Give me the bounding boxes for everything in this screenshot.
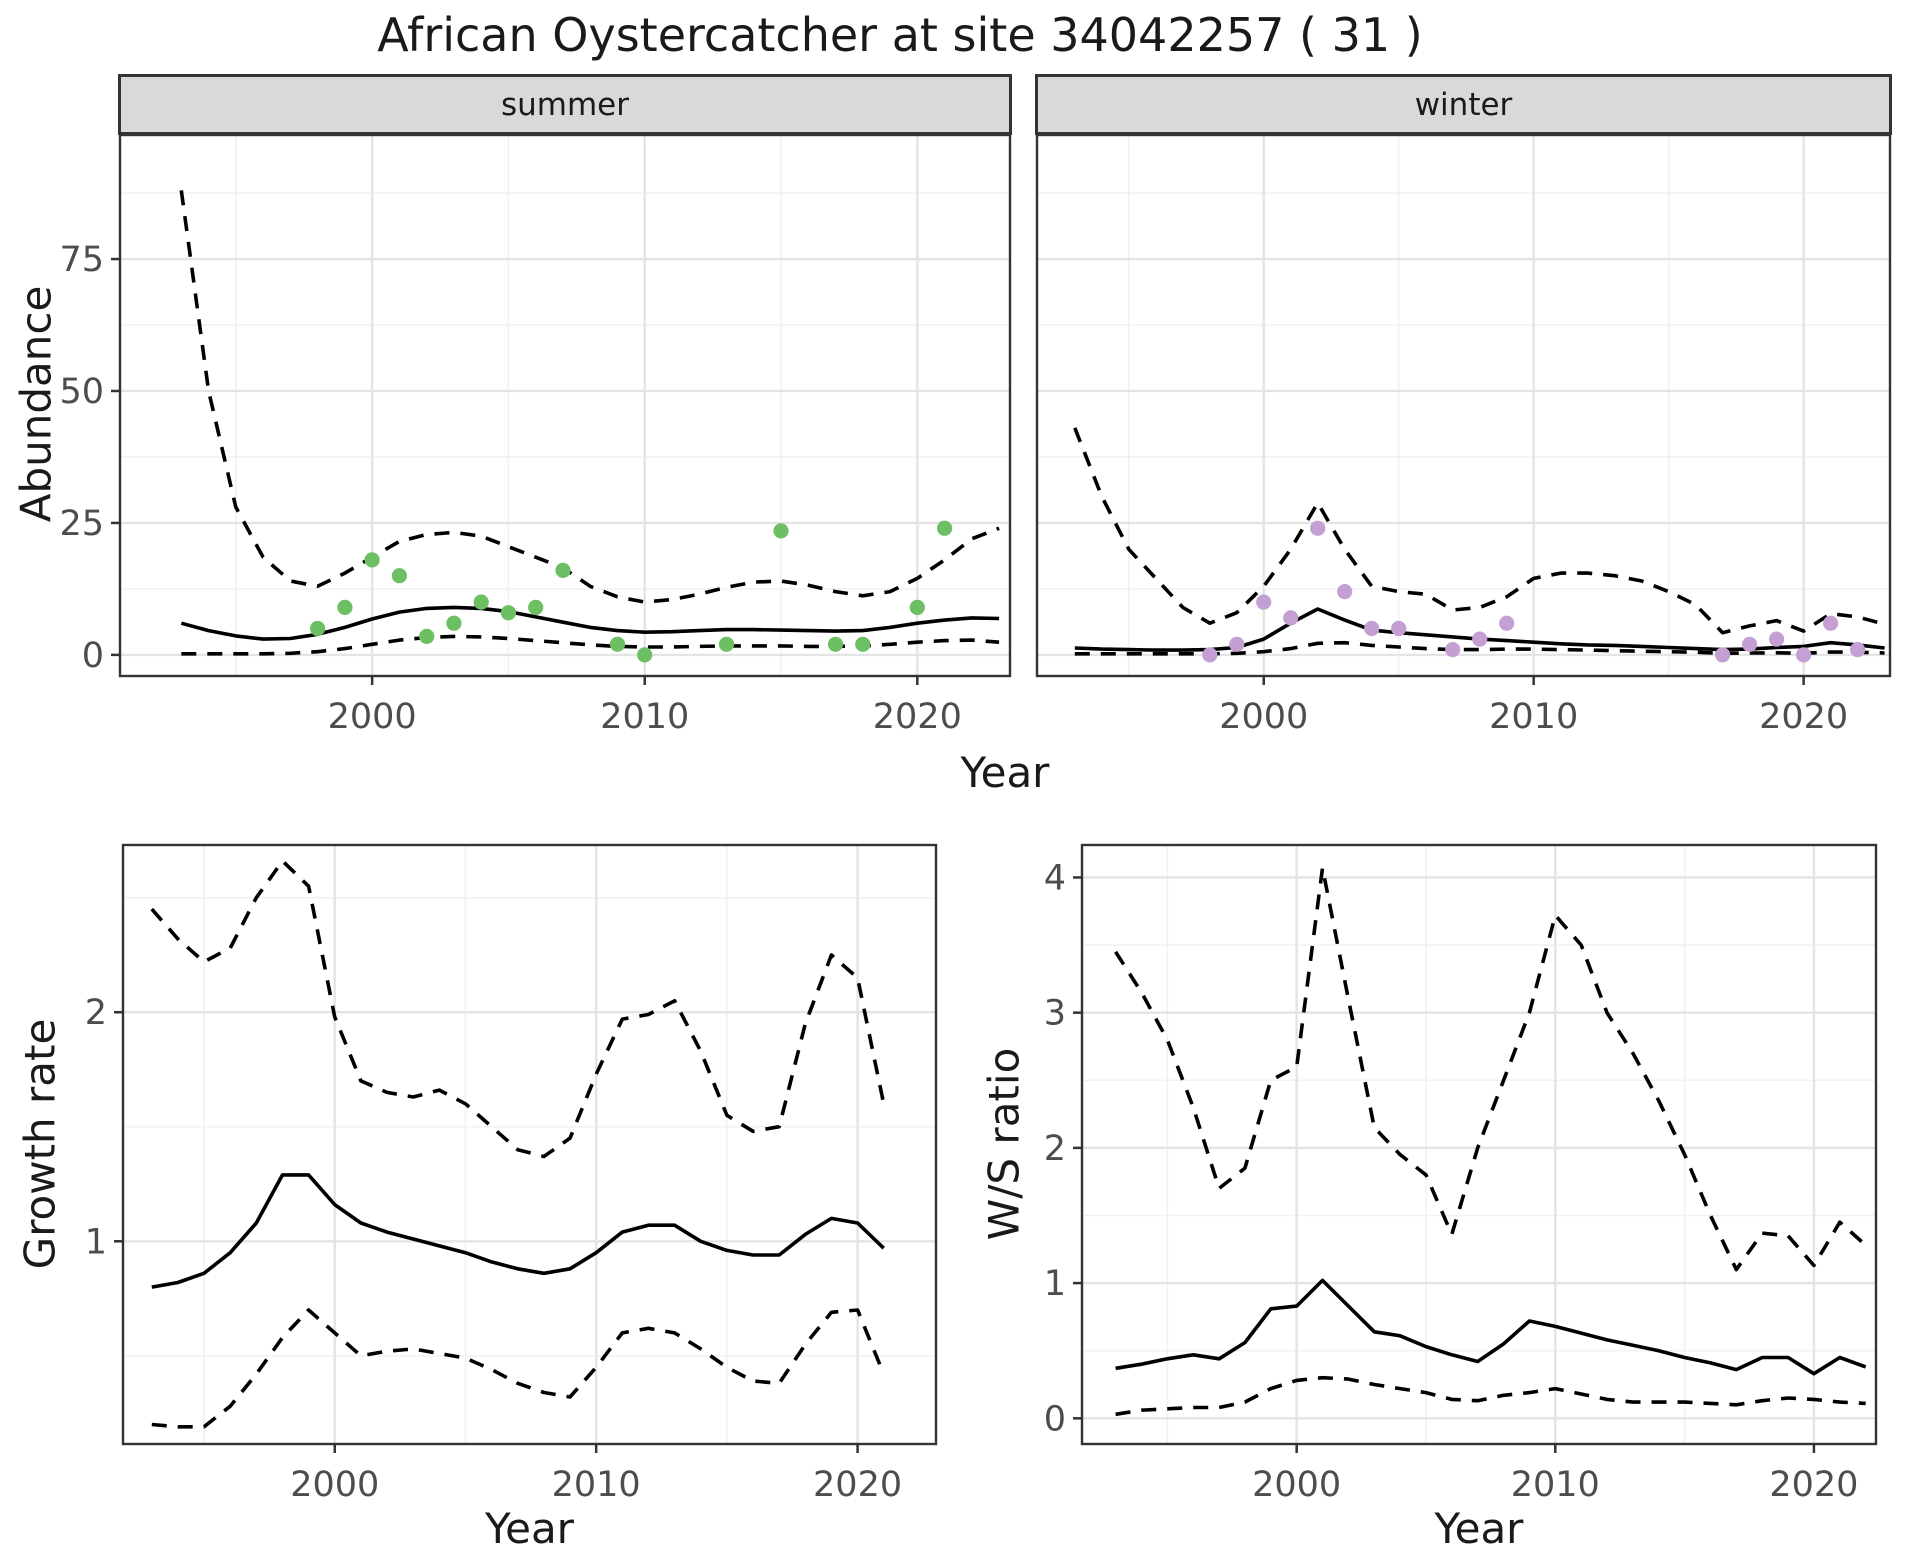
abundance_summer-data-point (855, 636, 871, 652)
ws-y-tick-label: 2 (1044, 1129, 1066, 1169)
abundance_summer-panel-border (118, 133, 1012, 678)
abundance_summer-x-tick-label: 2010 (600, 697, 689, 737)
abundance_winter-x-tick-label: 2000 (1219, 697, 1308, 737)
facet-strip-summer-label: summer (500, 86, 629, 123)
abundance_summer-y-tick-label: 25 (59, 504, 104, 544)
ws-lower_ci-line (1115, 1375, 1866, 1417)
abundance_winter-x-tick-label: 2010 (1489, 697, 1578, 737)
growth-x-tick-label: 2020 (813, 1465, 902, 1505)
abundance_winter-data-point (1499, 615, 1515, 631)
growth-y-tick-label: 1 (85, 1222, 107, 1262)
abundance_winter-x-tick-label: 2020 (1759, 697, 1848, 737)
facet-strip-winter-label: winter (1414, 86, 1513, 123)
chart-title: African Oystercatcher at site 34042257 (… (377, 8, 1423, 62)
abundance_winter-data-point (1229, 636, 1245, 652)
ws-x-tick-label: 2010 (1511, 1465, 1600, 1505)
growth-panel-border (121, 843, 938, 1446)
abundance_summer-data-point (310, 620, 326, 637)
abundance_summer-data-point (446, 615, 462, 631)
x-axis-title-growth-rate: Year (485, 1504, 574, 1553)
abundance_summer-data-point (937, 520, 953, 536)
ws-y-tick-label: 4 (1044, 858, 1066, 898)
abundance_summer-data-point (391, 568, 407, 584)
ws-y-tick-label: 0 (1044, 1399, 1066, 1439)
facet-strip-winter: winter (1035, 74, 1892, 135)
facet-strip-summer: summer (118, 74, 1012, 135)
growth-x-tick-label: 2010 (552, 1465, 641, 1505)
abundance_summer-x-tick-label: 2000 (328, 697, 417, 737)
abundance_summer-data-point (909, 599, 925, 616)
abundance_winter-data-point (1445, 642, 1461, 658)
abundance_winter-data-point (1769, 631, 1785, 647)
abundance_summer-y-tick-label: 0 (82, 636, 104, 676)
abundance_winter-data-point (1256, 594, 1272, 610)
abundance_winter-data-point (1715, 647, 1731, 663)
ws-upper_ci-line (1114, 866, 1867, 1272)
ws-x-tick-label: 2020 (1769, 1465, 1858, 1505)
ws-y-tick-label: 3 (1044, 994, 1066, 1034)
abundance_winter-data-point (1337, 584, 1353, 600)
ws-x-tick-label: 2000 (1252, 1465, 1341, 1505)
abundance_summer-data-point (718, 636, 735, 652)
abundance_winter-data-point (1202, 647, 1218, 663)
abundance_winter-data-point (1472, 631, 1488, 647)
abundance_summer-data-point (500, 605, 516, 621)
abundance_summer-panel-background (120, 135, 1010, 676)
abundance_winter-panel-background (1037, 135, 1890, 676)
abundance_summer-upper_ci-line (179, 190, 1000, 604)
abundance_winter-data-point (1823, 615, 1839, 631)
abundance_winter-panel-border (1035, 133, 1892, 678)
ws-panel-border (1080, 843, 1878, 1446)
growth-y-tick-label: 2 (85, 993, 107, 1033)
abundance_summer-data-point (364, 552, 380, 568)
abundance_winter-data-point (1283, 610, 1299, 626)
x-axis-title-abundance: Year (960, 748, 1050, 797)
ws-mean-line (1115, 1278, 1867, 1376)
abundance_summer-data-point (528, 599, 544, 616)
growth-upper_ci-line (150, 859, 886, 1159)
abundance_summer-data-point (337, 599, 353, 616)
abundance_summer-data-point (555, 562, 571, 579)
abundance_summer-data-point (419, 628, 435, 645)
abundance_winter-data-point (1850, 642, 1866, 658)
abundance_summer-data-point (773, 523, 789, 539)
abundance_summer-data-point (473, 594, 489, 610)
y-axis-title-abundance: Abundance (11, 285, 61, 523)
abundance_winter-data-point (1796, 647, 1812, 663)
growth-mean-line (151, 1173, 885, 1289)
abundance_summer-x-tick-label: 2020 (873, 697, 962, 737)
abundance_winter-upper_ci-line (1073, 427, 1886, 635)
abundance_winter-data-point (1310, 520, 1326, 536)
abundance_summer-y-tick-label: 75 (59, 240, 104, 280)
growth-x-tick-label: 2000 (290, 1465, 379, 1505)
abundance_summer-y-tick-label: 50 (59, 372, 104, 412)
abundance_winter-data-point (1742, 636, 1758, 652)
abundance_winter-data-point (1364, 620, 1380, 637)
growth-panel-background (123, 845, 936, 1444)
abundance_summer-data-point (637, 647, 653, 663)
y-axis-title-growth-rate: Growth rate (15, 1018, 65, 1270)
y-axis-title-ws-ratio: W/S ratio (979, 1047, 1029, 1241)
ws-y-tick-label: 1 (1044, 1264, 1066, 1304)
growth-lower_ci-line (151, 1308, 886, 1429)
abundance_summer-data-point (609, 636, 626, 652)
x-axis-title-ws-ratio: Year (1434, 1504, 1524, 1553)
abundance_summer-data-point (827, 636, 844, 652)
ws-panel-background (1082, 845, 1876, 1444)
abundance_winter-data-point (1391, 620, 1407, 637)
